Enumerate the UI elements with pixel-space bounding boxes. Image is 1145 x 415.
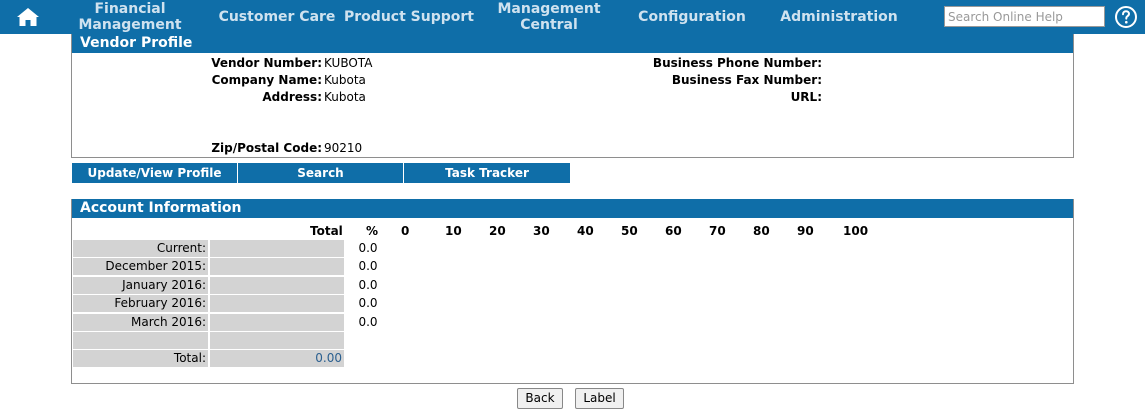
scale-tick: 90 [797,224,814,238]
url-row: URL: [560,89,822,105]
account-row-percent: 0.0 [358,259,378,273]
company-name-row: Company Name: [160,72,322,88]
account-row-total [210,258,344,275]
total-column-header: Total [310,224,343,238]
vendor-number-label: Vendor Number: [211,56,322,70]
account-information-panel: Account Information [71,199,1074,384]
account-row-percent: 0.0 [358,278,378,292]
account-row-percent: 0.0 [358,315,378,329]
account-row-label: March 2016: [73,314,208,331]
scale-tick: 20 [489,224,506,238]
scale-tick: 100 [843,224,869,238]
account-row-label: December 2015: [73,258,208,275]
account-total-percent [350,350,386,367]
top-navigation: Financial Management Customer Care Produ… [0,0,1145,34]
address-label: Address: [262,90,322,104]
scale-tick: 10 [445,224,462,238]
nav-label-line1: Financial [94,1,166,17]
scale-tick: 0 [401,224,410,238]
account-row-percent: 0.0 [358,296,378,310]
account-row-percent: 0.0 [358,241,378,255]
company-name-value: Kubota [324,73,366,87]
nav-customer-care[interactable]: Customer Care [214,0,340,34]
account-row-label: February 2016: [73,295,208,312]
nav-label-line2: Central [520,17,578,33]
search-online-help-input[interactable] [944,6,1105,27]
account-row-label [73,332,208,349]
nav-administration[interactable]: Administration [773,0,905,34]
account-row-total [210,240,344,257]
vendor-number-value: KUBOTA [324,56,373,70]
business-phone-label: Business Phone Number: [652,56,822,70]
account-row-percent [350,332,386,349]
account-row-total [210,332,344,349]
update-view-profile-button[interactable]: Update/View Profile [72,163,237,183]
business-phone-row: Business Phone Number: [560,55,822,71]
search-button[interactable]: Search [238,163,403,183]
help-button[interactable] [1114,5,1138,29]
vendor-profile-panel: Vendor Profile [71,34,1074,158]
business-fax-label: Business Fax Number: [671,73,822,87]
zip-label: Zip/Postal Code: [211,141,322,155]
scale-tick: 60 [665,224,682,238]
scale-tick: 70 [709,224,726,238]
scale-tick: 50 [621,224,638,238]
nav-label: Product Support [344,9,474,25]
nav-management-central[interactable]: Management Central [493,0,605,34]
zip-row: Zip/Postal Code: [160,140,322,156]
vendor-profile-title: Vendor Profile [72,34,1073,53]
home-button[interactable] [0,0,56,34]
address-value: Kubota [324,90,366,104]
company-name-label: Company Name: [211,73,322,87]
account-row-label: Current: [73,240,208,257]
help-icon [1115,6,1137,28]
scale-tick: 80 [753,224,770,238]
nav-financial-management[interactable]: Financial Management [78,0,181,34]
account-row-label: January 2016: [73,277,208,294]
nav-configuration[interactable]: Configuration [632,0,752,34]
back-button[interactable]: Back [517,388,563,409]
nav-label: Customer Care [218,9,336,25]
account-row-total [210,295,344,312]
zip-value: 90210 [324,141,363,155]
nav-label-line1: Management [497,1,601,17]
account-total-label: Total: [73,350,208,367]
address-row: Address: [160,89,322,105]
scale-tick: 40 [577,224,594,238]
business-fax-row: Business Fax Number: [560,72,822,88]
label-button[interactable]: Label [575,388,624,409]
nav-label: Configuration [638,9,746,25]
nav-label: Administration [780,9,898,25]
vendor-number-row: Vendor Number: [160,55,322,71]
nav-label-line2: Management [78,17,182,33]
account-row-total [210,314,344,331]
nav-product-support[interactable]: Product Support [342,0,476,34]
percent-column-header: % [366,224,379,238]
url-label: URL: [790,90,822,104]
account-information-title: Account Information [72,199,1073,218]
scale-tick: 30 [533,224,550,238]
home-icon [17,8,39,26]
account-row-total [210,277,344,294]
task-tracker-button[interactable]: Task Tracker [404,163,570,183]
account-total-value: 0.00 [210,350,344,367]
